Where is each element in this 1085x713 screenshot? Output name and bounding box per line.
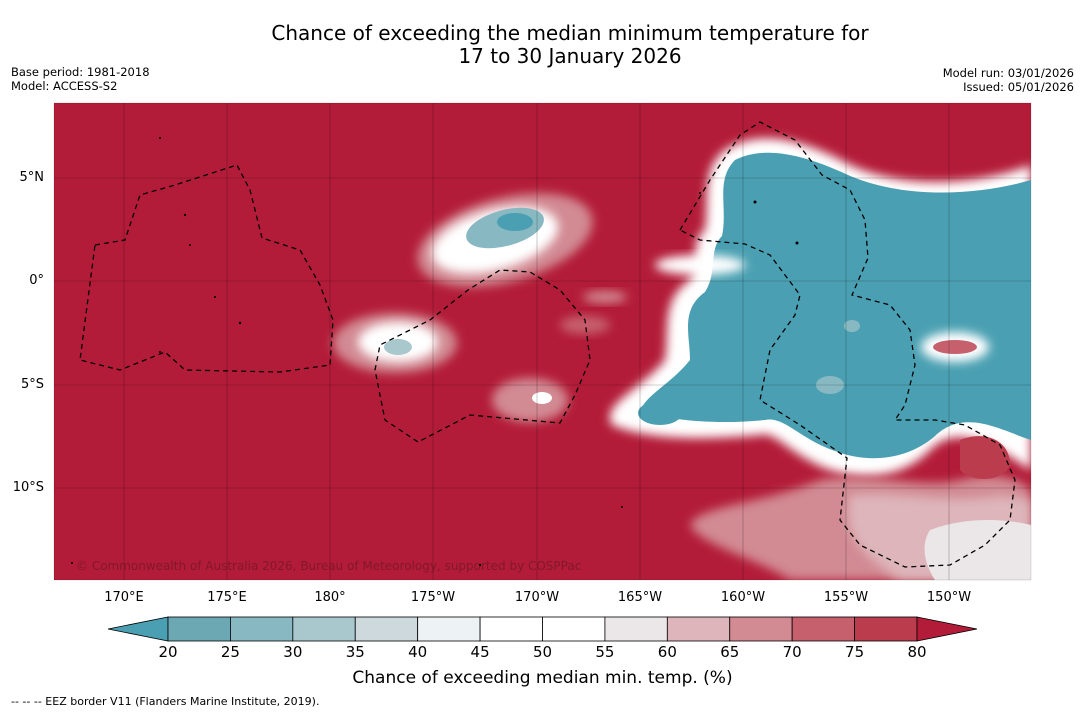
y-tick-label: 5°N bbox=[19, 170, 45, 185]
x-tick-label: 180° bbox=[314, 590, 346, 605]
colorbar-segment bbox=[729, 616, 793, 642]
colorbar-segment bbox=[854, 616, 918, 642]
copyright-notice: © Commonwealth of Australia 2026, Bureau… bbox=[76, 559, 582, 573]
title-line-2: 17 to 30 January 2026 bbox=[458, 44, 682, 68]
low-probability-patch-north bbox=[417, 193, 593, 287]
gridlines bbox=[54, 103, 1031, 580]
colorbar-tick-label: 50 bbox=[532, 643, 553, 661]
colorbar-label: Chance of exceeding median min. temp. (%… bbox=[352, 668, 733, 688]
colorbar-tick-label: 20 bbox=[158, 643, 178, 661]
colorbar-tick-label: 80 bbox=[907, 643, 927, 661]
colorbar-high-extension bbox=[916, 616, 978, 642]
colorbar bbox=[107, 616, 978, 642]
colorbar-segment bbox=[417, 616, 481, 642]
colorbar-segment bbox=[292, 616, 356, 642]
eez-borders bbox=[79, 121, 1016, 568]
eez-legend-footnote: -- -- -- EEZ border V11 (Flanders Marine… bbox=[11, 695, 320, 708]
x-tick-label: 175°E bbox=[207, 590, 247, 605]
colorbar-tick-label: 25 bbox=[220, 643, 240, 661]
warm-fading-patches bbox=[492, 291, 860, 422]
colorbar-tick-label: 30 bbox=[283, 643, 303, 661]
colorbar-segment bbox=[791, 616, 855, 642]
colorbar-segment bbox=[479, 616, 543, 642]
colorbar-tick-label: 35 bbox=[345, 643, 365, 661]
colorbar-tick-label: 75 bbox=[845, 643, 865, 661]
x-tick-label: 175°W bbox=[410, 590, 456, 605]
y-tick-label: 0° bbox=[29, 273, 44, 288]
colorbar-segment bbox=[666, 616, 731, 642]
colorbar-tick-label: 40 bbox=[408, 643, 428, 661]
colorbar-segment bbox=[354, 616, 419, 642]
model-run-info: Model run: 03/01/2026 Issued: 05/01/2026 bbox=[943, 66, 1074, 94]
colorbar-tick-label: 70 bbox=[782, 643, 802, 661]
colorbar-segment bbox=[230, 616, 294, 642]
colorbar-tick-label: 65 bbox=[720, 643, 740, 661]
y-tick-label: 10°S bbox=[12, 480, 44, 495]
x-tick-label: 160°W bbox=[720, 590, 766, 605]
x-tick-label: 170°E bbox=[104, 590, 144, 605]
x-tick-label: 165°W bbox=[617, 590, 663, 605]
low-probability-patch-west bbox=[333, 313, 457, 373]
colorbar-tick-label: 55 bbox=[595, 643, 615, 661]
issued-date: Issued: 05/01/2026 bbox=[963, 80, 1074, 94]
base-period-info: Base period: 1981-2018 Model: ACCESS-S2 bbox=[11, 65, 150, 93]
colorbar-segment bbox=[542, 616, 606, 642]
model-run: Model run: 03/01/2026 bbox=[942, 66, 1074, 80]
x-tick-label: 170°W bbox=[514, 590, 560, 605]
colorbar-low-extension bbox=[107, 616, 169, 642]
map-title: Chance of exceeding the median minimum t… bbox=[0, 22, 1085, 68]
model-name: Model: ACCESS-S2 bbox=[11, 79, 118, 93]
title-line-1: Chance of exceeding the median minimum t… bbox=[271, 21, 869, 45]
colorbar-tick-label: 45 bbox=[470, 643, 490, 661]
x-tick-label: 150°W bbox=[926, 590, 972, 605]
base-period: Base period: 1981-2018 bbox=[11, 65, 150, 79]
y-tick-label: 5°S bbox=[20, 377, 44, 392]
colorbar-tick-label: 60 bbox=[657, 643, 677, 661]
colorbar-segment bbox=[167, 616, 231, 642]
x-tick-label: 155°W bbox=[823, 590, 869, 605]
island-markers bbox=[71, 137, 799, 567]
colorbar-segment bbox=[604, 616, 668, 642]
low-probability-region-east bbox=[609, 138, 1031, 476]
mixed-region-southeast bbox=[690, 436, 1031, 580]
